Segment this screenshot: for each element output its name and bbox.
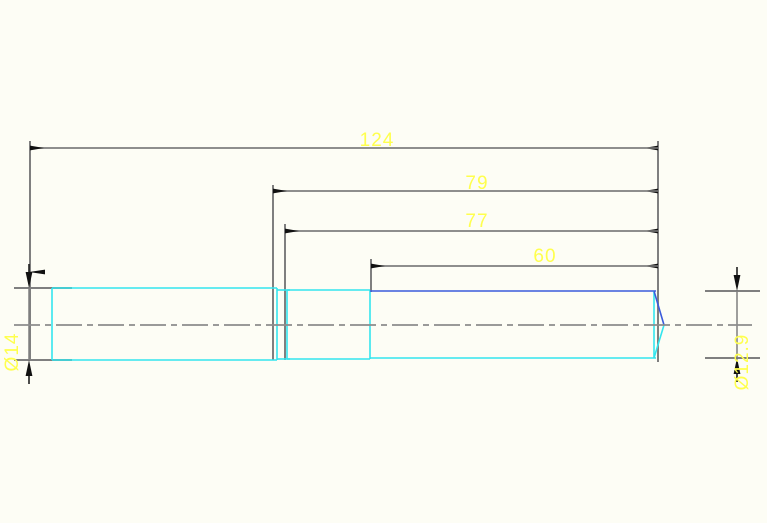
diameter-label-right: Ø12.9 [732,334,753,391]
dimension-label-60: 60 [533,246,556,267]
part-profile [51,287,665,361]
dimension-lines-vertical [28,269,738,360]
profile-chamfer-lower [653,324,665,359]
arrowhead-dia-left-top [25,272,33,288]
arrowhead-dia-right-bottom [733,358,741,374]
dimension-label-79: 79 [465,173,488,194]
dimension-lines-horizontal [30,145,658,269]
dimension-label-77: 77 [465,211,488,232]
diameter-label-left: Ø14 [2,333,23,372]
arrowhead-dia-left-bottom [25,360,33,376]
diameter-arrowheads [25,264,741,384]
arrowhead-dia-right-top [733,275,741,291]
profile-chamfer-upper [653,290,665,326]
extension-lines [14,141,760,362]
dimension-label-124: 124 [360,130,395,151]
